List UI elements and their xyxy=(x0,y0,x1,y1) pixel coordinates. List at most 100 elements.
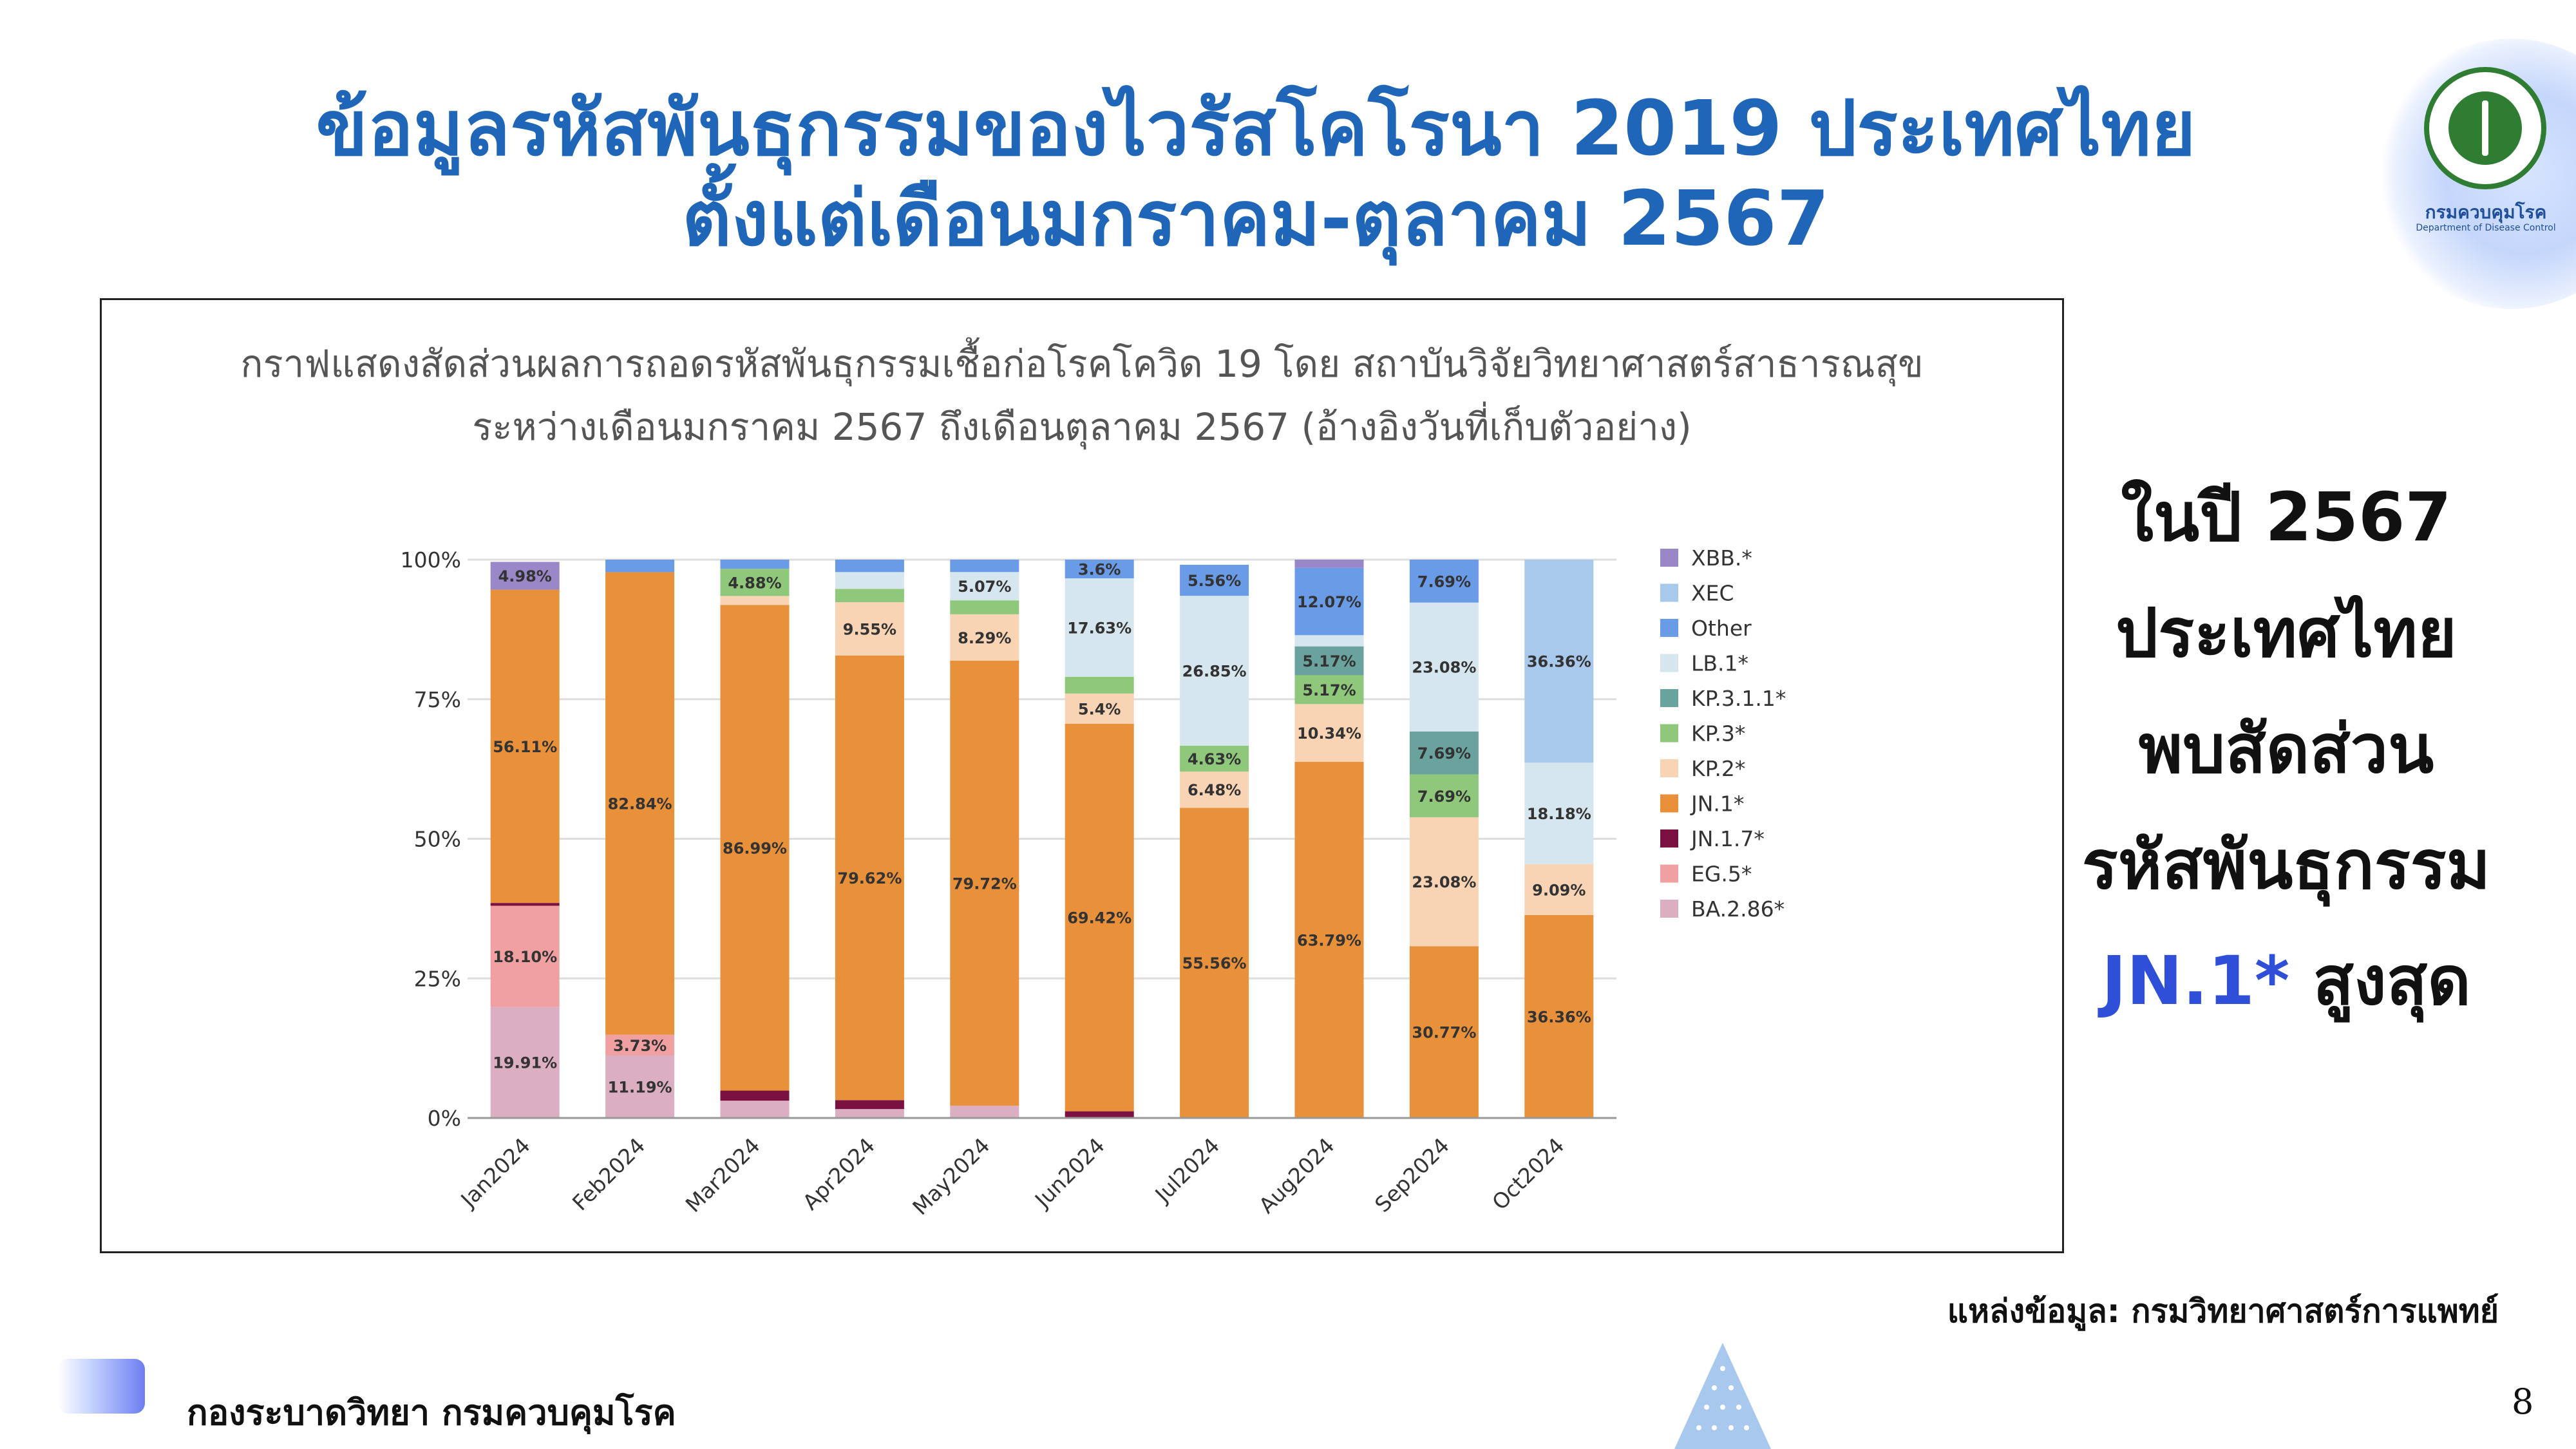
data-label: 69.42% xyxy=(1067,909,1132,927)
data-label: 23.08% xyxy=(1412,659,1476,677)
side-text-line3: พบสัดส่วน xyxy=(2138,710,2434,788)
logo-name-th: กรมควบคุมโรค xyxy=(2425,202,2547,223)
chart-subtitle: ระหว่างเดือนมกราคม 2567 ถึงเดือนตุลาคม 2… xyxy=(472,405,1692,449)
legend-swatch xyxy=(1660,619,1678,637)
data-label: 10.34% xyxy=(1297,724,1361,743)
y-tick-label: 100% xyxy=(401,547,461,573)
legend-swatch xyxy=(1660,794,1678,813)
bar-segment xyxy=(1294,560,1364,568)
legend-label: BA.2.86* xyxy=(1691,896,1785,922)
bar-segment xyxy=(1065,1111,1134,1118)
bar-segment xyxy=(1065,560,1134,579)
x-tick-label: Mar2024 xyxy=(681,1133,765,1217)
stacked-bar-chart: 0% 25% 50% 75% 100% 19.91% 18.10% 56.11% 4.98% Ja… xyxy=(401,545,1786,1220)
bar-segment xyxy=(605,1055,675,1118)
bar-segment xyxy=(950,660,1019,1106)
data-label: 79.72% xyxy=(952,875,1017,893)
side-text-line1: ในปี 2567 xyxy=(2121,478,2452,556)
data-label: 79.62% xyxy=(837,869,902,887)
bar-segment xyxy=(720,1101,790,1118)
data-label: 36.36% xyxy=(1527,653,1591,671)
y-tick-label: 25% xyxy=(414,966,461,991)
bar-segment xyxy=(605,560,675,573)
bar-segment xyxy=(835,560,904,573)
bar-segment xyxy=(835,1100,904,1110)
data-label: 4.98% xyxy=(498,567,552,585)
bar-segment xyxy=(950,600,1019,614)
bar-segment xyxy=(1524,560,1594,763)
bar-segment xyxy=(1180,808,1249,1118)
x-tick-label: May2024 xyxy=(907,1133,994,1220)
page-title-line1: ข้อมูลรหัสพันธุกรรมของไวรัสโคโรนา 2019 ป… xyxy=(316,84,2196,173)
legend-label: JN.1.7* xyxy=(1690,826,1765,851)
data-label: 9.55% xyxy=(843,621,896,639)
bar-segment xyxy=(1294,646,1364,676)
bar-segment xyxy=(720,596,790,605)
highlight-variant: JN.1* xyxy=(2101,942,2290,1020)
data-label: 63.79% xyxy=(1297,931,1361,949)
data-label: 5.07% xyxy=(958,578,1011,596)
tree-icon xyxy=(1674,1343,1771,1449)
bar-segment xyxy=(1409,774,1479,818)
footer-org: กองระบาดวิทยา กรมควบคุมโรค xyxy=(187,1392,676,1433)
bar-segment xyxy=(605,572,675,1035)
data-label: 19.91% xyxy=(493,1054,557,1072)
x-tick-label: Jan2024 xyxy=(455,1133,535,1213)
bar-segment xyxy=(1065,693,1134,724)
x-tick-label: Feb2024 xyxy=(567,1133,650,1215)
legend-label: XBB.* xyxy=(1691,545,1752,571)
page-number: 8 xyxy=(2512,1381,2534,1422)
chart-title: กราฟแสดงสัดส่วนผลการถอดรหัสพันธุกรรมเชื้… xyxy=(240,342,1924,386)
bar-segment xyxy=(950,614,1019,661)
bar-segment xyxy=(1409,817,1479,947)
bar-segment xyxy=(1524,762,1594,864)
ministry-seal-icon xyxy=(2424,67,2546,189)
bar-segment xyxy=(490,589,560,904)
legend-swatch xyxy=(1660,864,1678,883)
legend-label: KP.2* xyxy=(1691,756,1745,781)
data-label: 7.69% xyxy=(1417,573,1471,591)
data-label: 12.07% xyxy=(1297,593,1361,611)
y-tick-label: 50% xyxy=(414,827,461,852)
logo-name-en: Department of Disease Control xyxy=(2416,223,2556,233)
y-tick-label: 75% xyxy=(414,687,461,712)
legend-label: KP.3.1.1* xyxy=(1691,686,1786,711)
bar-segment xyxy=(1294,635,1364,647)
bar-segment xyxy=(720,569,790,596)
bar-segment xyxy=(1409,560,1479,603)
legend-swatch xyxy=(1660,900,1678,918)
y-tick-label: 0% xyxy=(428,1106,461,1131)
data-label: 23.08% xyxy=(1412,873,1476,891)
bar-segment xyxy=(835,572,904,589)
bar-segment xyxy=(835,1109,904,1118)
bar-segment xyxy=(1065,578,1134,677)
bar-segment xyxy=(720,560,790,569)
legend-label: EG.5* xyxy=(1691,862,1752,887)
bar-segment xyxy=(1180,745,1249,772)
bar-segment xyxy=(950,572,1019,601)
bar-segment xyxy=(950,1105,1019,1118)
bar-segment xyxy=(490,562,560,590)
bar-segment xyxy=(490,903,560,906)
bar-segment xyxy=(1294,761,1364,1118)
data-label: 6.48% xyxy=(1188,781,1241,799)
bar-segment xyxy=(1294,704,1364,762)
bar-segment xyxy=(835,589,904,603)
x-tick-label: Jun2024 xyxy=(1029,1133,1110,1213)
bar-segment xyxy=(1294,675,1364,705)
legend-label: LB.1* xyxy=(1691,651,1748,676)
bar-segment xyxy=(1065,676,1134,694)
footer-logo xyxy=(58,1359,145,1414)
data-label: 4.63% xyxy=(1188,750,1241,768)
chart-frame: กราฟแสดงสัดส่วนผลการถอดรหัสพันธุกรรมเชื้… xyxy=(100,298,2064,1253)
bar-segment xyxy=(835,602,904,656)
x-tick-label: Oct2024 xyxy=(1487,1133,1569,1215)
data-label: 4.88% xyxy=(728,574,781,592)
data-label: 86.99% xyxy=(723,839,787,857)
legend-label: XEC xyxy=(1691,581,1734,606)
bar-segment xyxy=(1524,864,1594,915)
data-label: 5.4% xyxy=(1078,700,1121,718)
bar-segment xyxy=(1409,946,1479,1118)
bar-segment xyxy=(1180,596,1249,746)
bar-segment xyxy=(490,1007,560,1118)
